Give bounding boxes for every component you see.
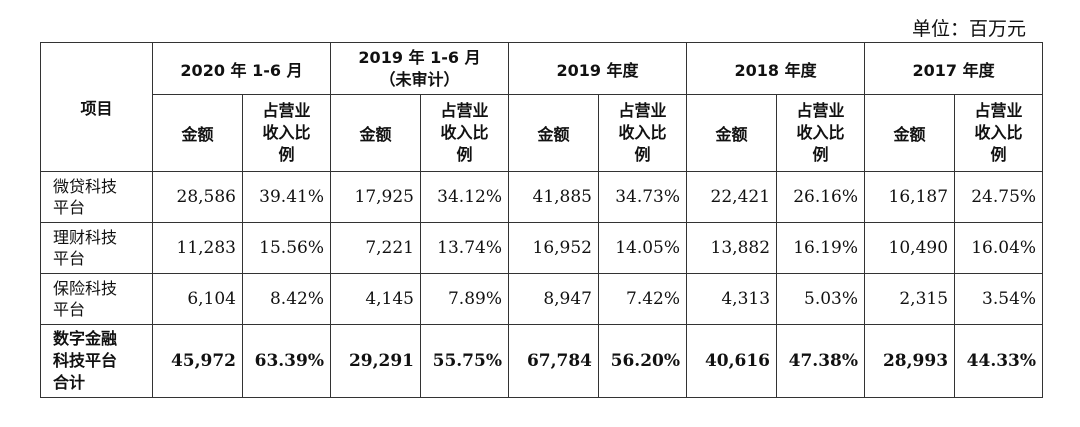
header-ratio-line: 例 [990, 145, 1007, 164]
row-label: 理财科技 平台 [40, 222, 153, 274]
header-period-2019h1: 2019 年 1-6 月（未审计） [330, 42, 509, 95]
header-amount: 金额 [152, 94, 243, 172]
header-period-2018: 2018 年度 [686, 42, 866, 95]
header-ratio: 占营业 收入比例 [776, 94, 866, 172]
header-amount: 金额 [686, 94, 778, 172]
ratio-cell: 63.39% [242, 324, 331, 398]
row-label-line: 合计 [53, 373, 86, 392]
ratio-cell: 16.04% [954, 222, 1044, 274]
ratio-cell: 7.42% [597, 273, 688, 325]
total-row: 数字金融 科技平台 合计 45,972 63.39% 29,291 55.75% 67,784… [40, 324, 1044, 398]
header-amount: 金额 [330, 94, 421, 172]
ratio-cell: 47.38% [776, 324, 866, 398]
ratio-cell: 34.73% [597, 171, 688, 223]
header-period-2019: 2019 年度 [507, 42, 688, 95]
ratio-cell: 34.12% [420, 171, 509, 223]
header-period-2017: 2017 年度 [864, 42, 1044, 95]
ratio-cell: 26.16% [776, 171, 866, 223]
ratio-cell: 16.19% [776, 222, 866, 274]
header-ratio: 占营业 收入比例 [420, 94, 509, 172]
header-ratio-line: 例 [812, 145, 829, 164]
header-ratio-line: 例 [456, 145, 473, 164]
amount-cell: 2,315 [864, 273, 956, 325]
row-label-line: 理财科技 [53, 228, 118, 247]
row-label-line: 科技平台 [53, 351, 118, 370]
ratio-cell: 55.75% [420, 324, 509, 398]
row-label: 保险科技 平台 [40, 273, 153, 325]
ratio-cell: 7.89% [420, 273, 509, 325]
amount-cell: 17,925 [330, 171, 421, 223]
row-label-line: 微贷科技 [53, 177, 118, 196]
amount-cell: 67,784 [508, 324, 599, 398]
ratio-cell: 13.74% [420, 222, 509, 274]
row-label-line: 平台 [53, 198, 86, 217]
ratio-cell: 5.03% [776, 273, 866, 325]
amount-cell: 8,947 [508, 273, 599, 325]
amount-cell: 22,421 [686, 171, 778, 223]
header-item: 项目 [40, 42, 153, 172]
header-ratio-line: 例 [278, 145, 295, 164]
header-ratio-line: 收入比 [440, 123, 489, 142]
amount-cell: 16,952 [508, 222, 599, 274]
table-row: 理财科技 平台 11,283 15.56% 7,221 13.74% 16,952 14.05… [40, 222, 1044, 274]
row-label-line: 保险科技 [53, 279, 118, 298]
header-ratio: 占营业 收入比例 [242, 94, 331, 172]
amount-cell: 41,885 [508, 171, 599, 223]
header-ratio: 占营业 收入比例 [954, 94, 1044, 172]
header-ratio-line: 例 [634, 145, 651, 164]
header-ratio-line: 占营业 [974, 101, 1023, 120]
ratio-cell: 14.05% [597, 222, 688, 274]
amount-cell: 10,490 [864, 222, 956, 274]
row-label-line: 数字金融 [53, 329, 118, 348]
header-ratio-line: 收入比 [262, 123, 311, 142]
table-row: 保险科技 平台 6,104 8.42% 4,145 7.89% 8,947 7.42% 4,31… [40, 273, 1044, 325]
header-ratio-line: 占营业 [440, 101, 489, 120]
amount-cell: 6,104 [152, 273, 243, 325]
header-ratio-line: 占营业 [262, 101, 311, 120]
header-ratio: 占营业 收入比例 [597, 94, 688, 172]
unit-label: 单位：百万元 [911, 18, 1026, 40]
amount-cell: 11,283 [152, 222, 243, 274]
amount-cell: 45,972 [152, 324, 243, 398]
header-ratio-line: 占营业 [796, 101, 845, 120]
row-label: 微贷科技 平台 [40, 171, 153, 223]
amount-cell: 7,221 [330, 222, 421, 274]
row-label-line: 平台 [53, 300, 86, 319]
row-label-line: 平台 [53, 249, 86, 268]
ratio-cell: 3.54% [954, 273, 1044, 325]
table-row: 微贷科技 平台 28,586 39.41% 17,925 34.12% 41,885 34.7… [40, 171, 1044, 223]
amount-cell: 4,145 [330, 273, 421, 325]
revenue-table: 项目 2020 年 1-6 月 2019 年 1-6 月（未审计） 2019 年… [40, 42, 1044, 398]
ratio-cell: 24.75% [954, 171, 1044, 223]
row-label: 数字金融科技平台合计 [40, 324, 153, 398]
amount-cell: 13,882 [686, 222, 778, 274]
ratio-cell: 56.20% [597, 324, 688, 398]
ratio-cell: 8.42% [242, 273, 331, 325]
amount-cell: 4,313 [686, 273, 778, 325]
header-period-2019h1-line1: 2019 年 1-6 月 [358, 47, 481, 67]
amount-cell: 40,616 [686, 324, 778, 398]
header-ratio-line: 占营业 [618, 101, 667, 120]
amount-cell: 28,586 [152, 171, 243, 223]
ratio-cell: 44.33% [954, 324, 1044, 398]
amount-cell: 29,291 [330, 324, 421, 398]
amount-cell: 28,993 [864, 324, 956, 398]
header-period-2019h1-line2: （未审计） [379, 69, 460, 89]
ratio-cell: 39.41% [242, 171, 331, 223]
ratio-cell: 15.56% [242, 222, 331, 274]
amount-cell: 16,187 [864, 171, 956, 223]
header-amount: 金额 [864, 94, 956, 172]
header-ratio-line: 收入比 [974, 123, 1023, 142]
header-ratio-line: 收入比 [618, 123, 667, 142]
header-period-2020h1: 2020 年 1-6 月 [152, 42, 331, 95]
header-ratio-line: 收入比 [796, 123, 845, 142]
header-amount: 金额 [508, 94, 599, 172]
